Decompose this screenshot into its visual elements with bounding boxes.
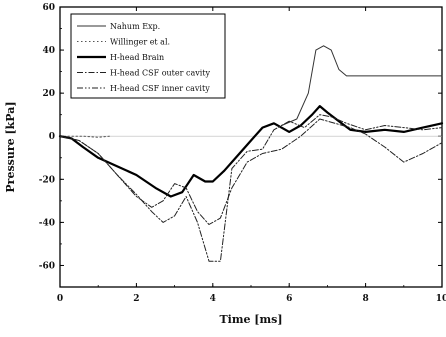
x-tick-label: 2 bbox=[133, 294, 139, 304]
y-tick-label: 60 bbox=[42, 3, 55, 13]
y-tick-label: -20 bbox=[39, 175, 55, 185]
y-tick-label: 0 bbox=[49, 132, 55, 142]
x-tick-label: 4 bbox=[210, 294, 216, 304]
x-tick-label: 10 bbox=[436, 294, 446, 304]
y-tick-label: -60 bbox=[39, 261, 55, 271]
y-axis-ticks: 60 40 20 0 -20 -40 -60 bbox=[39, 3, 442, 288]
legend-label: H-head CSF outer cavity bbox=[110, 69, 211, 78]
series-line-1 bbox=[281, 45, 443, 126]
series-line-2 bbox=[59, 135, 111, 138]
y-tick-label: 40 bbox=[42, 46, 55, 56]
series-layer bbox=[58, 45, 444, 262]
y-tick-label: 20 bbox=[42, 89, 55, 99]
series-line-4 bbox=[59, 118, 443, 225]
legend-label: Nahum Exp. bbox=[110, 22, 160, 31]
series-line-5 bbox=[59, 114, 443, 262]
x-tick-label: 0 bbox=[57, 294, 63, 304]
x-axis-label: Time [ms] bbox=[219, 313, 282, 326]
legend: Nahum Exp. Willinger et al. H-head Brain H-… bbox=[70, 13, 226, 99]
x-tick-label: 6 bbox=[286, 294, 292, 304]
legend-label: H-head Brain bbox=[110, 53, 164, 62]
y-tick-label: -40 bbox=[39, 218, 55, 228]
x-axis-ticks: 0 2 4 6 8 10 bbox=[57, 7, 446, 304]
legend-label: H-head CSF inner cavity bbox=[110, 84, 210, 93]
y-axis-label: Pressure [kPa] bbox=[4, 101, 17, 192]
x-tick-label: 8 bbox=[362, 294, 368, 304]
series-line-3 bbox=[58, 104, 444, 198]
legend-label: Willinger et al. bbox=[110, 38, 170, 47]
